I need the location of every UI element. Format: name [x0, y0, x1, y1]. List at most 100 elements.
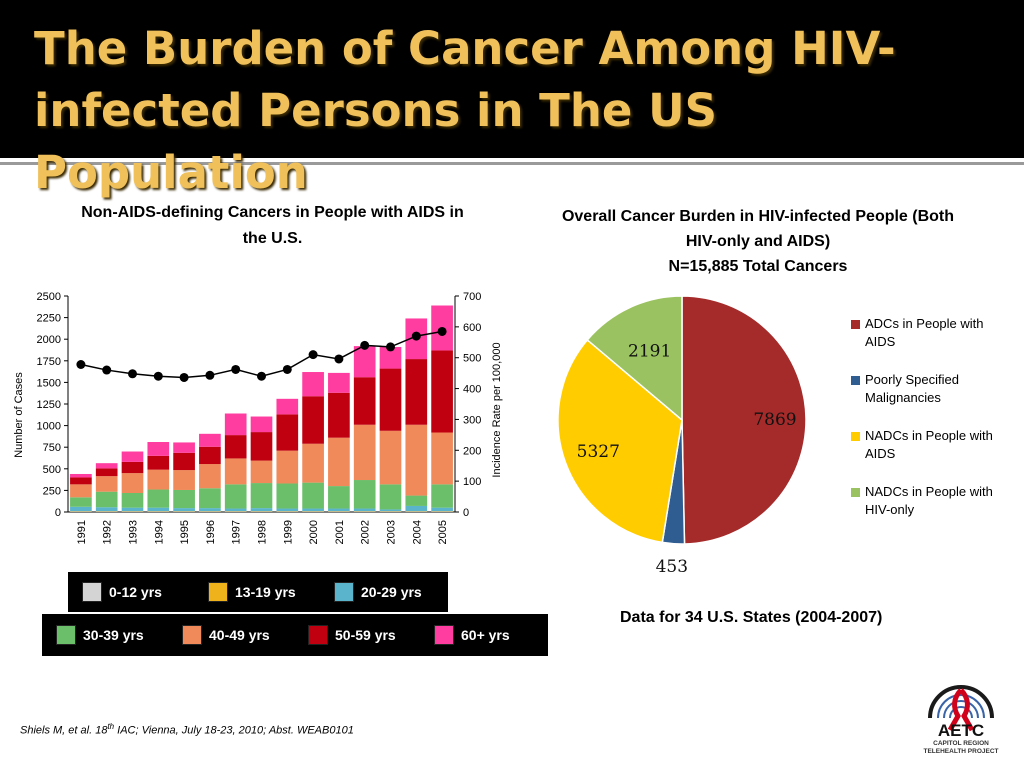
logo-text: AETC	[938, 721, 984, 740]
pie-title-line1: Overall Cancer Burden in HIV-infected Pe…	[561, 208, 955, 225]
bar-segment	[224, 435, 247, 459]
bar-segment	[353, 377, 376, 425]
x-tick-label: 1991	[76, 520, 88, 544]
pie-footnote: Data for 34 U.S. States (2004-2007)	[620, 609, 883, 626]
bar-segment	[173, 470, 195, 490]
pie-legend-line: AIDS	[865, 446, 896, 461]
y-tick-label: 500	[43, 464, 61, 476]
pie-legend-label: Poorly Specified Malignancies	[865, 371, 959, 407]
pie-legend-swatch	[851, 488, 860, 497]
bar-segment	[95, 476, 118, 492]
x-tick-label: 2000	[308, 520, 320, 544]
bar-segment	[431, 432, 453, 485]
bar-segment	[199, 488, 221, 509]
x-tick-label: 2004	[411, 520, 423, 544]
y2-tick-label: 600	[463, 322, 481, 334]
legend-label: 20-29 yrs	[361, 584, 422, 600]
legend-label: 50-59 yrs	[335, 627, 396, 643]
bar-segment	[379, 368, 402, 431]
y-tick-label: 0	[55, 507, 61, 519]
pie-legend-label: ADCs in People with AIDS	[865, 315, 984, 351]
bar-segment	[199, 464, 221, 489]
bar-segment	[431, 507, 453, 512]
legend-label: 0-12 yrs	[109, 584, 162, 600]
pie-legend-line: HIV-only	[865, 502, 915, 517]
bar-segment	[302, 508, 324, 512]
y-tick-label: 1000	[37, 421, 61, 433]
pie-legend-line: ADCs in People with	[865, 316, 984, 331]
bar-segment	[302, 443, 324, 483]
bar-chart-title: Non-AIDS-defining Cancers in People with…	[81, 204, 464, 247]
bar-segment	[70, 484, 92, 498]
y-tick-label: 2000	[37, 334, 61, 346]
y2-tick-label: 100	[463, 476, 481, 488]
bar-segment	[199, 508, 221, 512]
legend-swatch	[182, 625, 202, 645]
legend-swatch	[56, 625, 76, 645]
pie-legend-swatch	[851, 432, 860, 441]
y2-tick-label: 300	[463, 414, 481, 426]
incidence-point	[334, 354, 344, 364]
bar-segment	[276, 508, 299, 512]
bar-segment	[302, 372, 324, 397]
logo-subtitle-1: CAPITOL REGION	[933, 740, 989, 747]
bar-segment	[95, 468, 118, 477]
pie-legend-line: NADCs in People with	[865, 428, 993, 443]
slide-title-line2: infected Persons in The US Population	[34, 84, 718, 199]
x-tick-label: 2002	[360, 520, 372, 544]
bar-segment	[147, 489, 170, 508]
bar-segment	[121, 492, 144, 508]
bar-segment	[121, 461, 144, 474]
x-tick-label: 1992	[102, 520, 114, 544]
pie-title-line2: HIV-only and AIDS)	[685, 233, 831, 250]
bar-segment	[250, 508, 273, 512]
incidence-point	[231, 364, 241, 374]
x-tick-label: 1998	[257, 520, 269, 544]
bar-segment	[121, 473, 144, 493]
bar-segment	[70, 477, 92, 485]
bar-segment	[431, 350, 453, 433]
bar-segment	[353, 508, 376, 512]
bar-segment	[147, 469, 170, 490]
pie-value-label: 5327	[577, 442, 620, 462]
y-tick-label: 1250	[37, 399, 61, 411]
bar-segment	[250, 483, 273, 509]
bar-segment	[250, 460, 273, 484]
bar-segment	[276, 398, 299, 415]
legend-swatch	[82, 582, 102, 602]
aetc-logo: AETC CAPITOL REGION TELEHEALTH PROJECT	[908, 668, 1014, 756]
bar-segment	[147, 442, 170, 456]
bar-segment	[95, 463, 118, 469]
incidence-point	[411, 331, 421, 341]
pie-slice	[681, 295, 807, 545]
y2-tick-label: 500	[463, 353, 481, 365]
bar-segment	[95, 507, 118, 512]
incidence-point	[308, 350, 318, 360]
bar-segment	[70, 506, 92, 512]
bar-segment	[147, 455, 170, 470]
pie-value-label: 453	[656, 557, 688, 577]
incidence-point	[128, 369, 137, 379]
x-tick-label: 2001	[334, 520, 346, 544]
y-axis-label: Number of Cases	[13, 372, 25, 458]
bar-segment	[379, 484, 402, 510]
slide-title: The Burden of Cancer Among HIV- infected…	[34, 18, 994, 204]
bar-segment	[405, 359, 428, 425]
y-tick-label: 1500	[37, 377, 61, 389]
incidence-point	[76, 360, 86, 370]
x-tick-label: 2003	[386, 520, 398, 544]
legend-swatch	[308, 625, 328, 645]
pie-legend-swatch	[851, 376, 860, 385]
pie-slice	[586, 295, 683, 422]
bar-segment	[379, 509, 402, 512]
incidence-point	[179, 372, 189, 382]
bar-segment	[353, 424, 376, 481]
bar-segment	[173, 452, 195, 471]
legend-swatch	[334, 582, 354, 602]
legend-label: 30-39 yrs	[83, 627, 144, 643]
bar-segment	[302, 396, 324, 444]
y-tick-label: 1750	[37, 356, 61, 368]
pie-value-label: 7869	[753, 410, 796, 430]
x-tick-label: 1996	[205, 520, 217, 544]
bar-chart: 0 250 500 750 1000 1250 1500 1750 2000 2250 2500 0 1…	[13, 291, 503, 544]
